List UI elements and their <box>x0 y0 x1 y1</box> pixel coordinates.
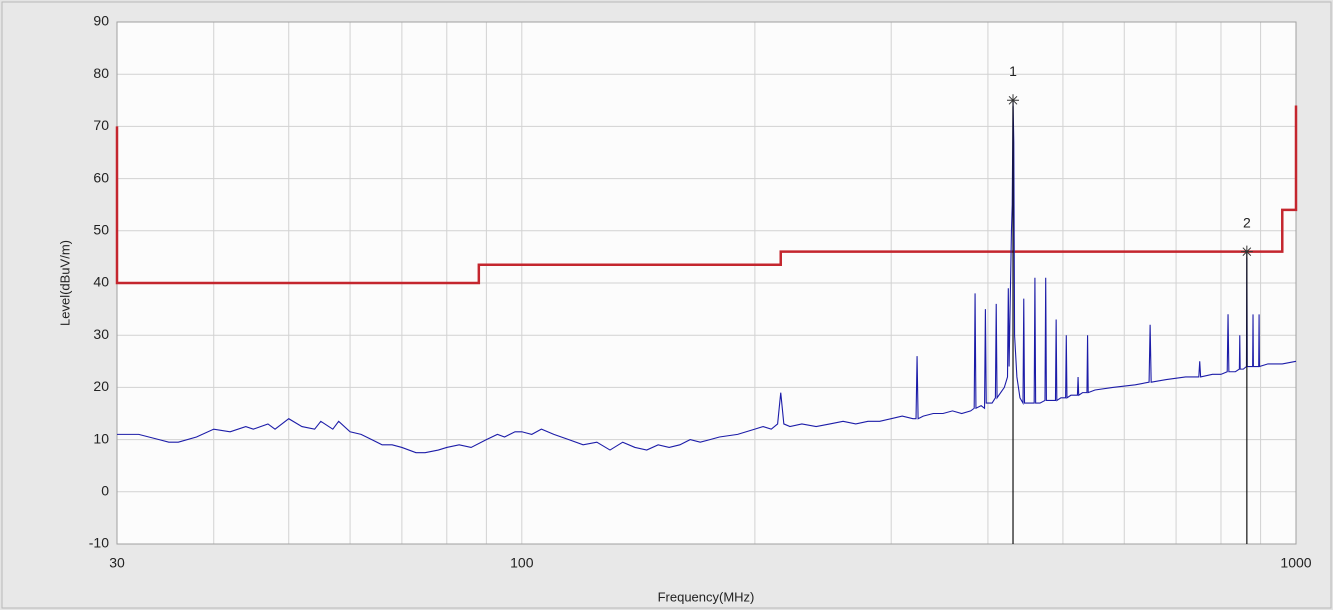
y-tick-label: 90 <box>93 13 109 29</box>
marker-label: 1 <box>1009 63 1017 79</box>
x-tick-label: 30 <box>109 555 125 571</box>
y-tick-label: 30 <box>93 326 109 342</box>
y-tick-label: 40 <box>93 274 109 290</box>
y-tick-label: 60 <box>93 169 109 185</box>
y-tick-label: 0 <box>101 483 109 499</box>
y-tick-label: 10 <box>93 430 109 446</box>
marker-symbol <box>1240 245 1253 258</box>
y-axis-title: Level(dBuV/m) <box>57 240 72 326</box>
x-tick-label: 1000 <box>1280 555 1311 571</box>
y-tick-label: 20 <box>93 378 109 394</box>
y-tick-label: 70 <box>93 117 109 133</box>
x-axis-title: Frequency(MHz) <box>658 589 755 604</box>
marker-symbol <box>1007 94 1020 107</box>
limit-line <box>115 105 1298 285</box>
y-tick-label: 80 <box>93 65 109 81</box>
marker-label: 2 <box>1243 214 1251 230</box>
x-tick-label: 100 <box>510 555 534 571</box>
y-tick-label: -10 <box>89 535 109 551</box>
y-tick-label: 50 <box>93 222 109 238</box>
trace-line <box>117 100 1297 454</box>
